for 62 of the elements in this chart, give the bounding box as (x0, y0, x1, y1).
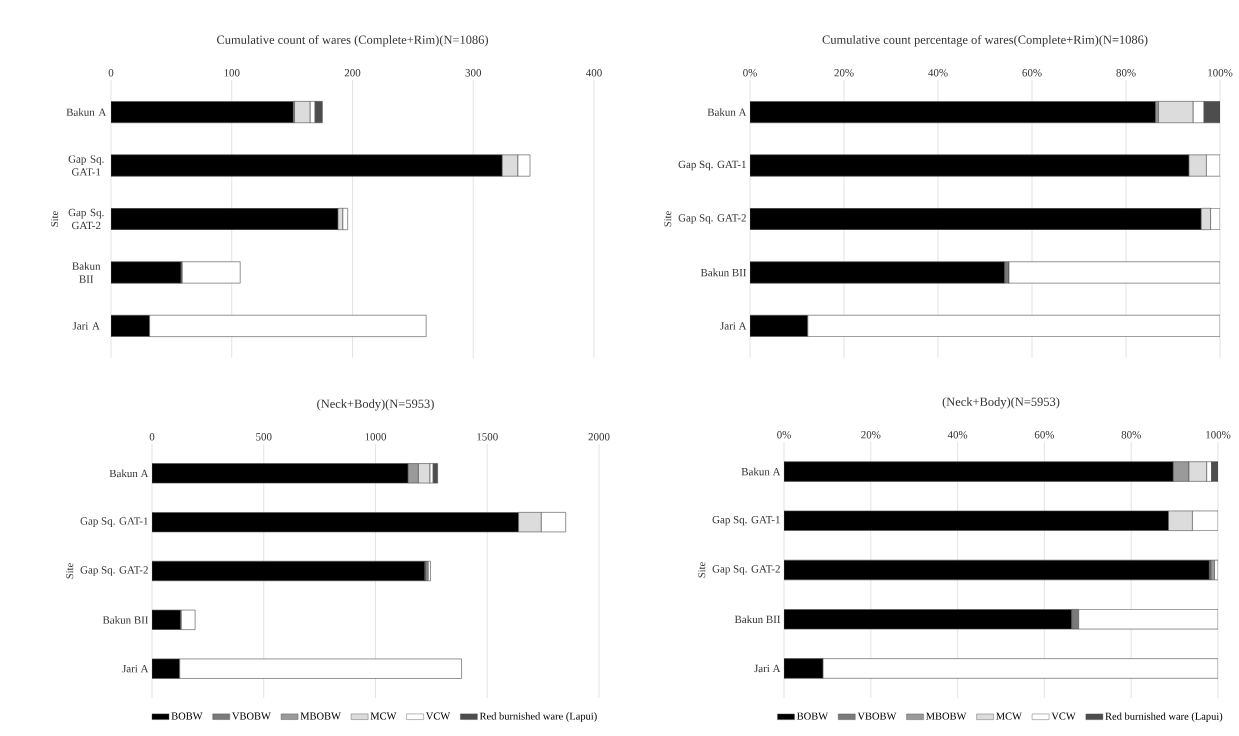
legend-label: MBOBW (300, 712, 341, 720)
y-tick-label: Gap Sq. GAT-1 (68, 155, 104, 176)
y-tick-label: Jari A (720, 322, 747, 330)
x-tick-label: 2000 (588, 433, 610, 441)
x-tick-label: 80% (1116, 69, 1136, 77)
legend-label: BOBW (797, 712, 829, 720)
y-tick-label: Gap Sq. GAT-2 (712, 565, 780, 575)
y-tick-label: Gap Sq. GAT-1 (712, 515, 780, 526)
y-tick-label: Gap Sq. GAT-2 (678, 214, 746, 224)
y-tick-label: Gap Sq. GAT-1 (678, 160, 746, 171)
x-tick-label: 1000 (365, 433, 387, 441)
x-tick-label: 1500 (477, 433, 498, 441)
x-tick-label: 500 (256, 433, 272, 441)
x-tick-label: 200 (344, 69, 361, 77)
legend-label: BOBW (171, 712, 203, 720)
x-tick-label: 0 (149, 433, 155, 441)
legend-label: Red burnished ware (Lapui) (479, 712, 597, 722)
x-tick-label: 400 (586, 69, 602, 77)
chart-title: Cumulative count of wares (Complete+Rim)(N=1086) (216, 35, 488, 47)
y-tick-label: Gap Sq. GAT-2 (68, 208, 104, 230)
y-axis-title: Site (664, 211, 672, 227)
legend-label: VCW (1051, 712, 1076, 720)
x-tick-label: 300 (465, 69, 482, 77)
chart-title: (Neck+Body)(N=5953) (317, 399, 434, 411)
x-tick-label: 100% (1206, 431, 1231, 439)
y-tick-label: Bakun BII (72, 262, 101, 283)
legend-label: MCW (370, 712, 397, 720)
y-axis-title: Site (698, 562, 706, 578)
x-tick-label: 0% (743, 69, 757, 77)
x-tick-label: 60% (1022, 69, 1042, 77)
legend-label: Red burnished ware (Lapui) (1105, 712, 1223, 722)
y-axis-title: Site (51, 211, 59, 227)
x-tick-label: 80% (1121, 431, 1141, 439)
y-tick-label: Bakun BII (734, 615, 781, 624)
y-tick-label: Bakun BII (700, 268, 747, 277)
y-tick-label: Jari A (72, 322, 100, 330)
legend-label: VBOBW (232, 712, 271, 720)
x-tick-label: 20% (834, 69, 854, 77)
legend-label: VBOBW (857, 712, 897, 720)
y-tick-label: Bakun A (741, 467, 781, 476)
chart-title: (Neck+Body)(N=5953) (942, 397, 1060, 409)
x-tick-label: 40% (928, 69, 948, 77)
y-tick-label: Bakun BII (102, 616, 149, 624)
y-tick-label: Gap Sq. GAT-1 (80, 517, 148, 527)
x-tick-label: 20% (861, 431, 881, 439)
legend-label: VCW (425, 712, 451, 720)
x-tick-label: 100% (1208, 69, 1233, 77)
chart-title: Cumulative count percentage of wares(Complete+Rim)(N=1086) (822, 35, 1148, 47)
legend-label: MCW (996, 712, 1022, 720)
y-tick-label: Gap Sq. GAT-2 (80, 566, 148, 576)
legend-label: MBOBW (926, 712, 967, 720)
x-tick-label: 0 (108, 69, 114, 77)
x-tick-label: 100 (224, 69, 240, 77)
y-axis-title: Site (66, 563, 74, 579)
x-tick-label: 40% (947, 431, 968, 439)
y-tick-label: Bakun A (66, 108, 107, 116)
x-tick-label: 0% (777, 431, 791, 439)
x-tick-label: 60% (1034, 431, 1055, 439)
y-tick-label: Jari A (122, 665, 149, 673)
y-tick-label: Jari A (754, 664, 781, 673)
y-tick-label: Bakun A (109, 469, 149, 478)
y-tick-label: Bakun A (707, 108, 747, 116)
